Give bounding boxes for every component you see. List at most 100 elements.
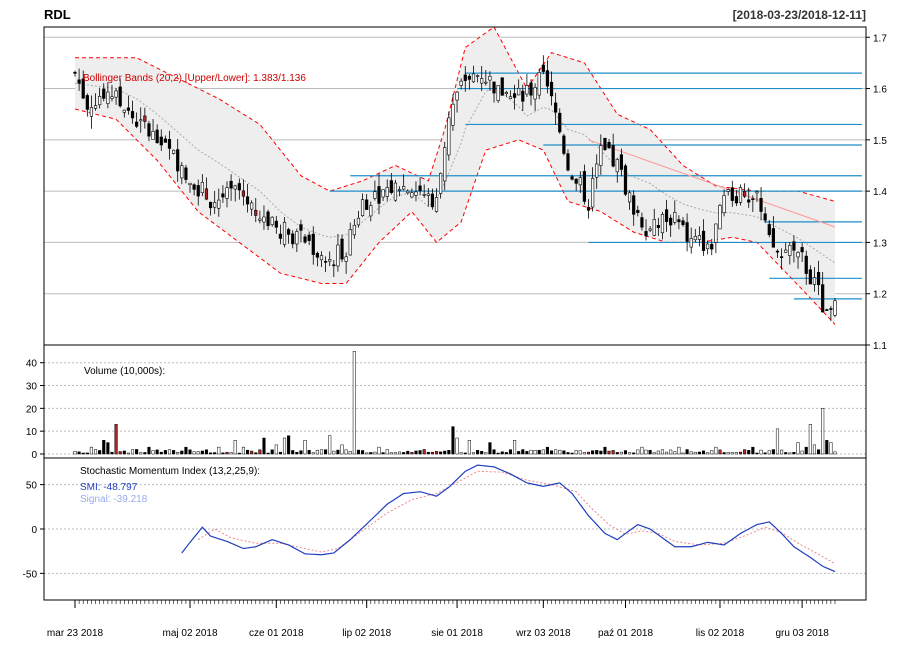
candle-body — [254, 209, 258, 216]
candle-body — [718, 205, 722, 230]
candle-body — [463, 74, 467, 81]
volume-bar — [759, 449, 763, 455]
candle-body — [792, 241, 796, 251]
volume-bar — [763, 452, 767, 455]
candle-body — [319, 255, 324, 261]
volume-bar — [328, 435, 332, 455]
candle-body — [640, 217, 644, 228]
candle-body — [467, 75, 471, 80]
candle-body — [328, 258, 332, 262]
volume-bar — [89, 446, 93, 455]
candle-body — [402, 186, 406, 190]
candle-body — [340, 238, 344, 260]
candle-body — [360, 199, 365, 217]
candle-body — [512, 93, 517, 98]
volume-bar — [599, 450, 603, 455]
volume-label: Volume (10,000s): — [84, 366, 165, 377]
candle-body — [714, 223, 718, 243]
candle-body — [459, 80, 463, 86]
volume-bar — [755, 452, 759, 455]
candle-body — [369, 205, 373, 217]
volume-bar — [262, 437, 266, 455]
volume-bar — [656, 450, 660, 455]
candle-body — [356, 217, 361, 226]
smi-tick-label: -50 — [23, 569, 38, 580]
candle-body — [434, 197, 439, 212]
volume-bar — [122, 450, 126, 455]
candle-body — [287, 229, 291, 235]
volume-bar — [192, 451, 196, 455]
candle-body — [623, 165, 628, 195]
volume-bar — [200, 450, 204, 455]
candle-body — [611, 145, 615, 167]
volume-bar — [135, 449, 139, 455]
volume-bar — [402, 452, 406, 455]
volume-bar — [730, 452, 734, 455]
volume-bar — [767, 450, 771, 455]
volume-bar — [102, 440, 106, 455]
candle-body — [636, 209, 640, 213]
candle-body — [295, 231, 299, 245]
signal-value-label: Signal: -39.218 — [80, 494, 148, 505]
volume-bar — [775, 428, 780, 455]
volume-bar — [184, 446, 188, 455]
candle-body — [492, 81, 496, 94]
candle-body — [697, 235, 702, 240]
volume-tick-label: 40 — [26, 359, 38, 370]
volume-bar — [529, 449, 533, 455]
candle-body — [348, 229, 352, 256]
volume-bar — [574, 450, 578, 455]
volume-tick-label: 10 — [26, 427, 38, 438]
volume-bar — [254, 452, 258, 455]
volume-bar — [812, 444, 817, 455]
volume-bar — [188, 449, 192, 455]
candle-body — [644, 231, 648, 237]
x-tick-label: sie 01 2018 — [431, 628, 483, 639]
candle-body — [323, 261, 328, 263]
volume-bar — [139, 452, 143, 455]
candle-body — [648, 228, 652, 231]
candle-body — [192, 184, 196, 190]
volume-bar — [451, 426, 455, 455]
volume-bar — [570, 452, 574, 455]
volume-bar — [303, 440, 307, 455]
candle-body — [586, 206, 591, 211]
candle-body — [816, 272, 821, 286]
volume-bar — [780, 449, 784, 455]
candle-body — [443, 147, 447, 182]
price-panel — [73, 26, 862, 325]
candle-body — [566, 153, 570, 171]
volume-panel — [73, 351, 837, 455]
volume-bar — [274, 444, 278, 455]
volume-bar — [566, 452, 570, 455]
smi-tick-label: 0 — [31, 525, 37, 536]
candle-body — [796, 252, 800, 258]
volume-bar — [241, 446, 245, 455]
candle-body — [106, 91, 110, 105]
volume-bar — [77, 451, 81, 455]
volume-bar — [628, 452, 632, 455]
candle-body — [225, 187, 229, 199]
volume-bar — [747, 450, 751, 455]
volume-bar — [591, 450, 595, 455]
bollinger-upper-line — [75, 26, 836, 202]
candle-body — [471, 73, 476, 83]
volume-bar — [554, 449, 558, 455]
volume-bar — [180, 450, 184, 455]
candle-body — [180, 165, 184, 179]
candle-body — [537, 72, 541, 96]
candle-body — [118, 86, 122, 107]
volume-bar — [348, 451, 352, 455]
x-tick-label: lip 02 2018 — [342, 628, 391, 639]
candle-body — [529, 82, 533, 96]
candle-body — [270, 216, 274, 226]
volume-bar — [204, 449, 209, 455]
candle-body — [664, 209, 669, 222]
candle-body — [135, 121, 139, 127]
candle-body — [114, 90, 118, 98]
candle-body — [500, 77, 504, 96]
volume-bar — [213, 452, 217, 455]
candle-body — [599, 145, 603, 166]
candle-body — [591, 178, 595, 208]
